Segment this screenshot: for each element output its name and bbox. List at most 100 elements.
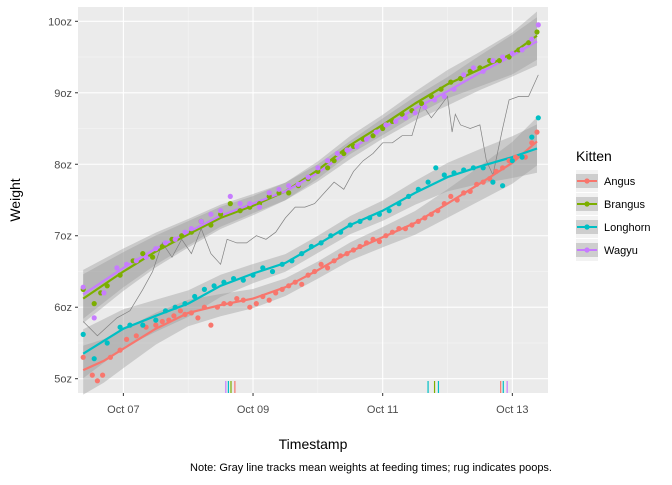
data-point-angus: [357, 243, 363, 250]
data-point-wagyu: [363, 136, 370, 142]
legend-label-brangus: Brangus: [604, 199, 645, 211]
poop-rug: [225, 381, 508, 393]
data-point-angus: [124, 336, 130, 342]
data-point-wagyu: [198, 218, 204, 224]
data-point-angus: [383, 233, 389, 239]
data-point-brangus: [237, 208, 243, 214]
data-point-longhorn: [250, 272, 256, 278]
data-point-wagyu: [535, 22, 541, 28]
y-axis-title: Weight: [7, 178, 23, 221]
data-point-brangus: [467, 68, 473, 74]
data-point-angus: [312, 268, 318, 275]
data-point-angus: [234, 296, 240, 302]
data-point-angus: [370, 236, 376, 242]
data-point-longhorn: [490, 179, 496, 185]
data-point-angus: [493, 168, 499, 174]
x-tick-label: Oct 09: [237, 404, 269, 416]
data-point-wagyu: [218, 208, 224, 214]
data-point-angus: [422, 215, 428, 221]
data-point-longhorn: [367, 215, 373, 221]
data-point-wagyu: [325, 158, 331, 164]
data-points: [80, 22, 541, 384]
data-point-longhorn: [470, 165, 476, 171]
data-point-wagyu: [393, 118, 399, 124]
data-point-angus: [363, 240, 370, 246]
data-point-angus: [376, 238, 382, 245]
data-point-wagyu: [315, 165, 321, 171]
data-point-angus: [331, 258, 337, 264]
data-point-angus: [467, 188, 473, 194]
data-point-longhorn: [519, 154, 525, 160]
data-point-angus: [487, 176, 493, 182]
data-point-angus: [441, 201, 447, 207]
data-point-brangus: [188, 229, 194, 235]
data-point-longhorn: [441, 172, 447, 178]
data-point-wagyu: [101, 290, 107, 296]
caption: Note: Gray line tracks mean weights at f…: [190, 462, 552, 474]
data-point-longhorn: [269, 268, 276, 275]
data-point-wagyu: [373, 129, 379, 135]
data-point-wagyu: [432, 97, 438, 103]
data-point-longhorn: [162, 308, 169, 314]
data-point-angus: [480, 179, 486, 185]
data-point-brangus: [419, 100, 425, 107]
data-point-angus: [318, 261, 324, 267]
data-point-longhorn: [153, 317, 159, 323]
data-point-angus: [350, 247, 357, 253]
data-point-angus: [461, 190, 467, 196]
data-point-wagyu: [114, 265, 120, 271]
data-point-wagyu: [480, 68, 486, 74]
data-point-angus: [240, 297, 246, 303]
data-point-angus: [107, 354, 113, 360]
data-point-angus: [279, 286, 285, 292]
data-point-angus: [182, 311, 188, 317]
data-point-brangus: [331, 158, 337, 164]
data-point-wagyu: [153, 246, 159, 252]
data-point-wagyu: [256, 204, 263, 210]
data-point-angus: [428, 211, 434, 217]
x-axis-title: Timestamp: [279, 436, 348, 452]
data-point-brangus: [534, 29, 540, 35]
legend-point-wagyu: [584, 247, 590, 253]
data-point-wagyu: [412, 110, 418, 116]
data-point-longhorn: [461, 167, 467, 173]
data-point-brangus: [159, 243, 165, 250]
data-point-brangus: [276, 190, 282, 196]
data-point-longhorn: [201, 286, 207, 292]
data-point-brangus: [179, 233, 185, 239]
data-point-longhorn: [318, 240, 324, 246]
data-point-angus: [513, 154, 519, 160]
data-point-wagyu: [402, 115, 408, 121]
data-point-brangus: [506, 54, 512, 60]
data-point-longhorn: [509, 158, 515, 164]
data-point-wagyu: [286, 183, 292, 189]
data-point-angus: [299, 281, 305, 287]
mean-weight-line: [82, 74, 539, 337]
data-point-longhorn: [500, 183, 506, 189]
data-point-longhorn: [80, 331, 86, 337]
x-tick-label: Oct 13: [496, 404, 528, 416]
data-point-longhorn: [231, 276, 237, 282]
data-point-longhorn: [347, 222, 353, 228]
data-point-brangus: [428, 93, 434, 99]
data-point-wagyu: [162, 240, 169, 246]
data-point-angus: [253, 301, 259, 307]
data-point-angus: [89, 372, 95, 378]
data-point-angus: [133, 333, 139, 339]
data-point-angus: [474, 181, 480, 187]
y-axis: 5oz 6oz 7oz 8oz 9oz 10oz: [48, 16, 78, 386]
data-point-longhorn: [480, 165, 486, 171]
data-point-angus: [325, 265, 331, 271]
data-point-longhorn: [396, 201, 402, 207]
data-point-angus: [454, 197, 460, 203]
data-point-longhorn: [260, 265, 266, 271]
data-point-angus: [389, 229, 395, 235]
data-point-longhorn: [433, 165, 439, 171]
data-point-brangus: [315, 168, 321, 174]
data-point-angus: [214, 304, 220, 310]
data-point-angus: [338, 253, 344, 259]
legend: Kitten Angus Brangus Longhorn Wagyu: [576, 148, 651, 261]
data-point-longhorn: [535, 115, 541, 121]
